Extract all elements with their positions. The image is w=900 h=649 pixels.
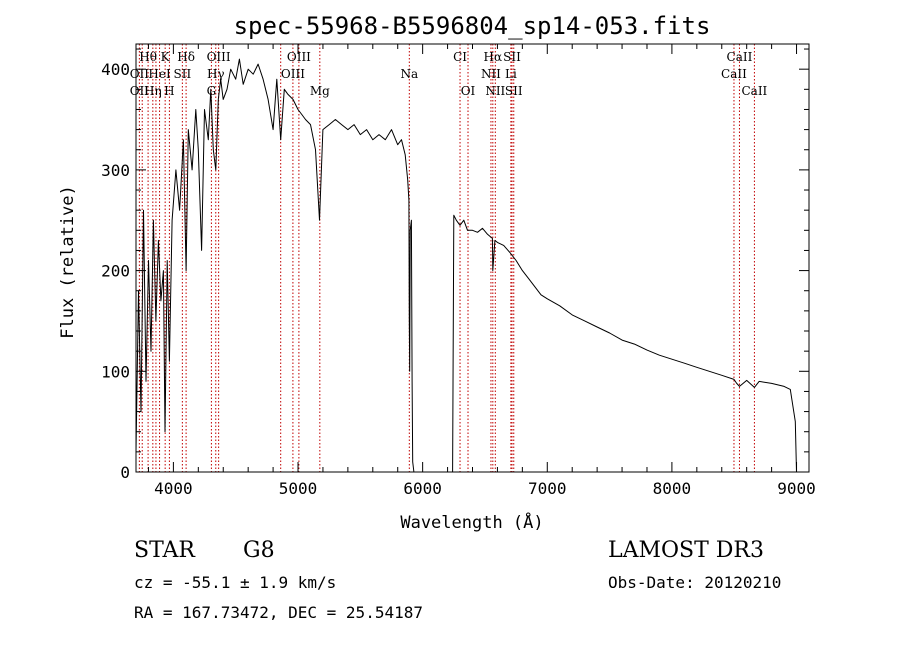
spectral-line-label: SII [174,67,192,81]
spectrum-line [135,58,797,473]
spectral-line-label: K [161,50,171,64]
spectral-line-label: OII [130,67,150,81]
spectral-line-label: CaII [741,84,767,98]
x-tick-label: 5000 [279,479,318,498]
spectral-line-markers [138,44,755,472]
spectral-line-label: H [164,84,174,98]
object-subclass: G8 [243,538,275,563]
spectral-line-label: NII [485,84,505,98]
plot-frame [135,43,810,473]
spectral-line-label: CaII [727,50,753,64]
spectral-line-label: HeI [148,67,171,81]
chart-title: spec-55968-B5596804_sp14-053.fits [234,12,711,40]
spectral-line-label: Mg [310,84,330,98]
y-tick-label: 0 [120,463,130,482]
spectral-line-label: G [207,84,217,98]
x-tick-label: 8000 [653,479,692,498]
x-tick-label: 4000 [154,479,193,498]
y-tick-label: 100 [101,362,130,381]
spectral-line-label: OI [461,84,476,98]
spectrum-series [135,58,797,473]
survey-name: LAMOST DR3 [608,538,764,563]
x-tick-label: 7000 [528,479,567,498]
y-tick-label: 300 [101,161,130,180]
spectral-line-label: Hγ [207,67,225,81]
y-tick-label: 200 [101,262,130,281]
spectral-line-label: CI [453,50,467,64]
spectral-line-label: CaII [721,67,747,81]
spectral-line-label: OIII [207,50,231,64]
x-tick-label: 6000 [403,479,442,498]
x-tick-label: 9000 [777,479,816,498]
spectral-line-label: SII [503,50,521,64]
spectral-line-label: Li [505,67,517,81]
x-axis-label: Wavelength (Å) [400,511,543,533]
spectral-line-label: Hδ [177,50,195,64]
y-tick-label: 400 [101,60,130,79]
spectral-line-label: OIII [287,50,311,64]
spectral-line-label: Hα [484,50,503,64]
object-class: STAR [134,538,195,563]
spectral-line-label: OII [130,84,150,98]
spectral-line-label: Hθ [139,50,157,64]
spectral-line-label: OIII [281,67,305,81]
y-axis-label: Flux (relative) [58,185,78,339]
spectral-line-label: NII [481,67,501,81]
coordinates-text: RA = 167.73472, DEC = 25.54187 [134,603,423,622]
obs-date-text: Obs-Date: 20120210 [608,573,782,592]
redshift-text: cz = -55.1 ± 1.9 km/s [134,573,337,592]
axis-ticks: 4000 5000 6000 7000 8000 9000 0 100 200 300 400 [101,44,816,498]
spectral-line-label: Na [400,67,418,81]
spectral-line-label: SII [505,84,523,98]
spectral-line-label: Hη [144,84,162,98]
